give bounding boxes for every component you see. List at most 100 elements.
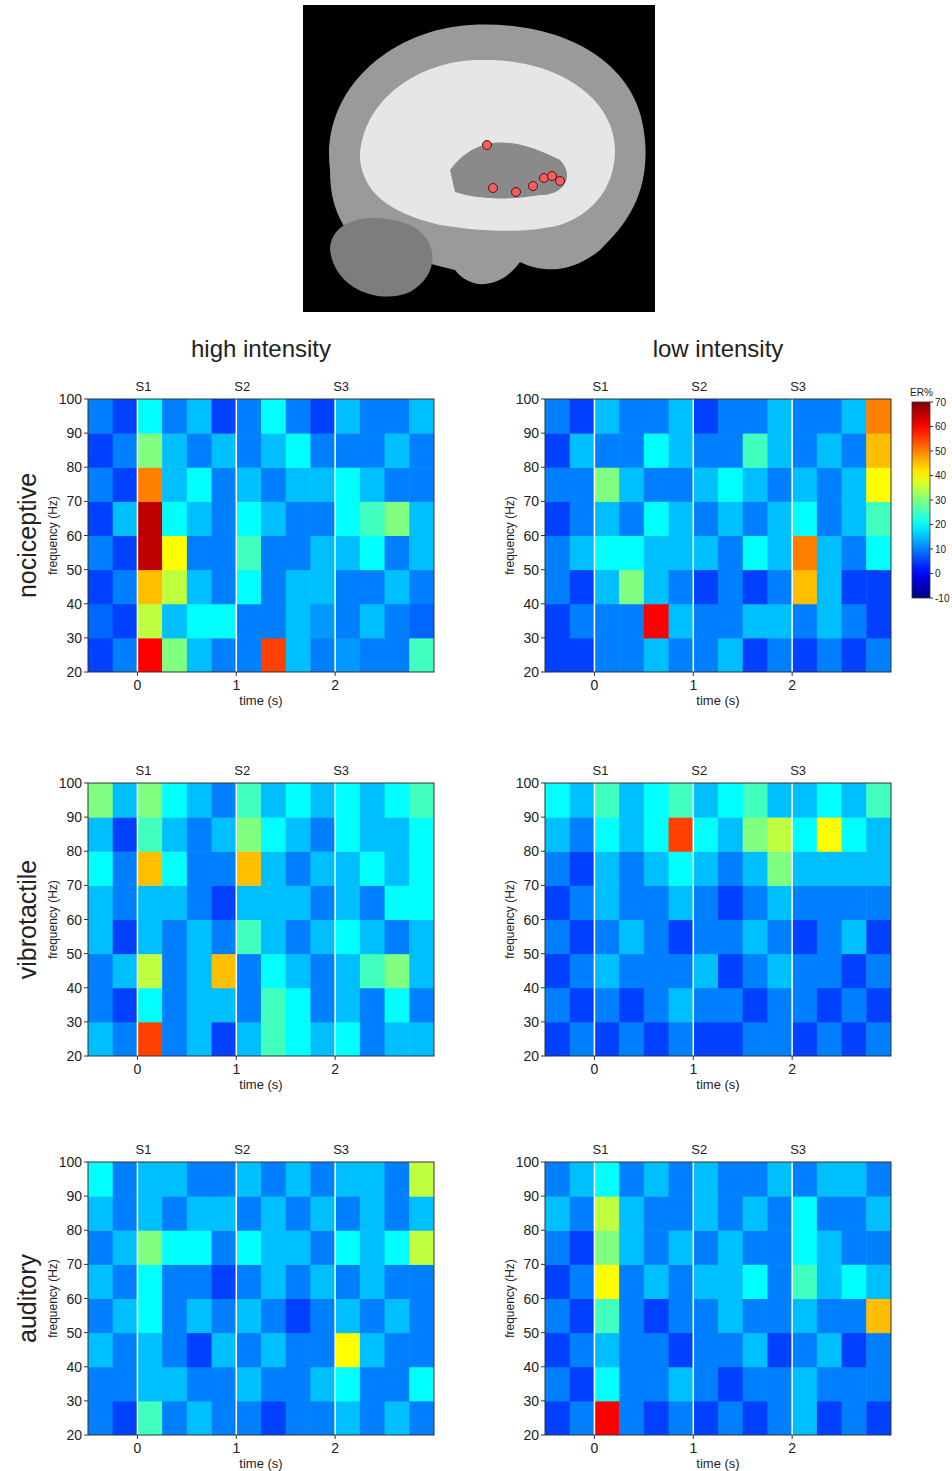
plot-frame <box>88 783 434 1056</box>
event-label: S2 <box>234 1142 250 1157</box>
heat-cell <box>360 783 385 818</box>
heat-cell <box>212 604 237 639</box>
heat-cell <box>385 1196 410 1231</box>
heat-cell <box>335 885 360 920</box>
y-tick <box>84 1435 88 1436</box>
x-tick-label: 1 <box>689 1061 697 1077</box>
heat-cell <box>88 467 113 502</box>
heat-cell <box>866 1230 891 1265</box>
plot-frame <box>545 783 891 1056</box>
heat-cell <box>693 1264 718 1299</box>
heat-cell <box>866 1299 891 1334</box>
y-tick <box>84 637 88 638</box>
heat-cell <box>743 501 768 536</box>
heat-cell <box>286 399 311 434</box>
heat-cell <box>286 1022 311 1056</box>
heat-cell <box>842 433 867 468</box>
heat-cell <box>545 920 570 955</box>
column-title: low intensity <box>653 335 784 362</box>
heat-cell <box>570 783 595 818</box>
heat-cell <box>866 954 891 989</box>
y-tick-label: 60 <box>523 1291 539 1307</box>
event-label: S2 <box>691 379 707 394</box>
heat-cell <box>545 988 570 1023</box>
heat-cell <box>743 1401 768 1435</box>
heat-cell <box>669 1333 694 1368</box>
heat-cell <box>866 1196 891 1231</box>
heat-cell <box>286 1367 311 1402</box>
heat-cell <box>113 1367 138 1402</box>
heat-cell <box>261 467 286 502</box>
heat-cell <box>286 570 311 605</box>
heat-cell <box>335 851 360 886</box>
electrode-contact <box>512 188 521 197</box>
heat-cell <box>594 1196 619 1231</box>
heat-cell <box>409 851 434 886</box>
heat-cell <box>286 783 311 818</box>
heat-cell <box>162 1230 187 1265</box>
heat-cell <box>310 1299 335 1334</box>
heat-cell <box>842 920 867 955</box>
heat-cell <box>594 638 619 672</box>
colorbar-label: ER% <box>910 387 933 398</box>
heat-cell <box>113 501 138 536</box>
y-tick <box>84 1332 88 1333</box>
colorbar-tick-label: -10 <box>935 593 950 604</box>
heat-cell <box>743 433 768 468</box>
heat-cell <box>693 1299 718 1334</box>
heat-cell <box>162 536 187 571</box>
heat-cell <box>335 433 360 468</box>
y-tick-label: 50 <box>66 1325 82 1341</box>
row-title: nociceptive <box>13 473 41 598</box>
heat-cell <box>842 783 867 818</box>
x-tick <box>236 1056 237 1060</box>
y-tick-label: 90 <box>66 1188 82 1204</box>
heat-cell <box>310 467 335 502</box>
heat-cell <box>767 570 792 605</box>
x-tick <box>693 1435 694 1439</box>
y-axis-title: frequency (Hz) <box>46 880 60 959</box>
brain-image <box>303 5 655 312</box>
heat-cell <box>162 1299 187 1334</box>
heat-cell <box>792 1401 817 1435</box>
y-tick <box>84 783 88 784</box>
heat-cell <box>261 954 286 989</box>
heat-cell <box>385 570 410 605</box>
y-tick-label: 20 <box>66 1427 82 1443</box>
y-tick-label: 70 <box>66 493 82 509</box>
heat-cell <box>137 1333 162 1368</box>
heat-cell <box>594 1401 619 1435</box>
x-tick-label: 2 <box>331 677 339 693</box>
x-axis-title: time (s) <box>239 1077 282 1092</box>
heat-cell <box>743 536 768 571</box>
heat-cell <box>545 1299 570 1334</box>
heat-cell <box>669 1196 694 1231</box>
heat-cell <box>792 920 817 955</box>
heat-cell <box>693 604 718 639</box>
heat-cell <box>162 920 187 955</box>
y-tick-label: 50 <box>66 946 82 962</box>
heat-cell <box>212 433 237 468</box>
heat-cell <box>718 399 743 434</box>
x-tick-label: 2 <box>331 1440 339 1456</box>
y-tick <box>84 1021 88 1022</box>
heat-cell <box>767 604 792 639</box>
heat-cell <box>335 467 360 502</box>
colorbar-tick-label: 10 <box>935 544 947 555</box>
heat-cell <box>570 851 595 886</box>
heat-cell <box>792 817 817 852</box>
heat-cell <box>286 501 311 536</box>
heat-cell <box>644 536 669 571</box>
heat-cell <box>718 604 743 639</box>
y-tick <box>541 603 545 604</box>
x-tick-label: 1 <box>689 677 697 693</box>
heat-cell <box>310 783 335 818</box>
heat-cell <box>310 501 335 536</box>
heat-cell <box>212 1401 237 1435</box>
heat-cell <box>310 988 335 1023</box>
colorbar-tick <box>930 402 933 403</box>
colorbar-tick-label: 70 <box>935 397 947 408</box>
heat-cell <box>545 783 570 818</box>
heat-cell <box>137 638 162 672</box>
heat-cell <box>212 570 237 605</box>
